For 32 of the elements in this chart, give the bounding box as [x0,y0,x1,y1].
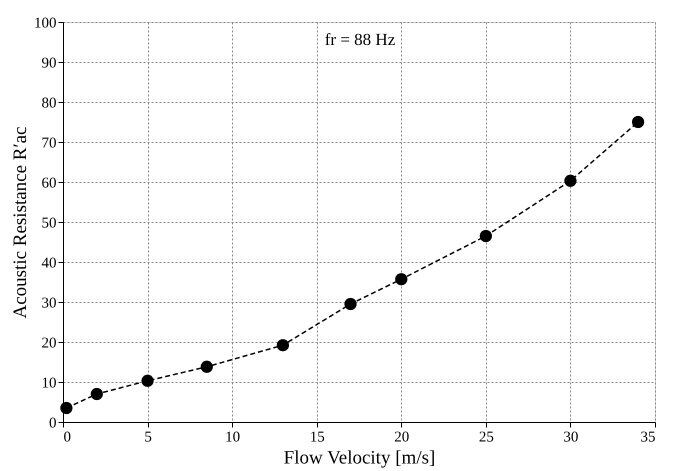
y-tick-label: 70 [42,136,56,152]
point [480,230,492,242]
point [632,116,644,128]
x-tick-label: 25 [478,430,494,446]
y-tick-label: 10 [42,376,56,392]
y-tick-label: 60 [42,176,56,192]
point [564,174,577,187]
y-tick-label: 40 [42,256,56,272]
y-tick-label: 100 [34,16,56,32]
x-tick-label: 5 [144,430,152,446]
annotation: fr = 88 Hz [324,30,396,49]
y-tick-label: 20 [42,336,56,352]
y-tick-label: 50 [42,216,56,232]
x-tick-label: 30 [563,430,578,446]
point [200,360,213,373]
x-tick-label: 20 [394,430,410,446]
y-tick-label: 0 [49,416,56,432]
point [344,298,357,310]
x-tick-label: 15 [310,430,325,446]
point [395,273,408,286]
y-tick-label: 30 [42,296,56,312]
point [276,339,290,352]
y-tick-label: 80 [42,96,56,112]
x-tick-label: 10 [225,430,240,446]
x-tick-label: 35 [640,430,656,446]
x-tick-label: 0 [64,430,71,446]
point [90,388,103,400]
point [60,402,73,414]
y-tick-label: 90 [42,56,56,72]
y-axis-title: Acoustic Resistance R′ac [10,126,31,318]
point [141,374,154,387]
x-axis-title: Flow Velocity [m/s] [284,448,436,468]
